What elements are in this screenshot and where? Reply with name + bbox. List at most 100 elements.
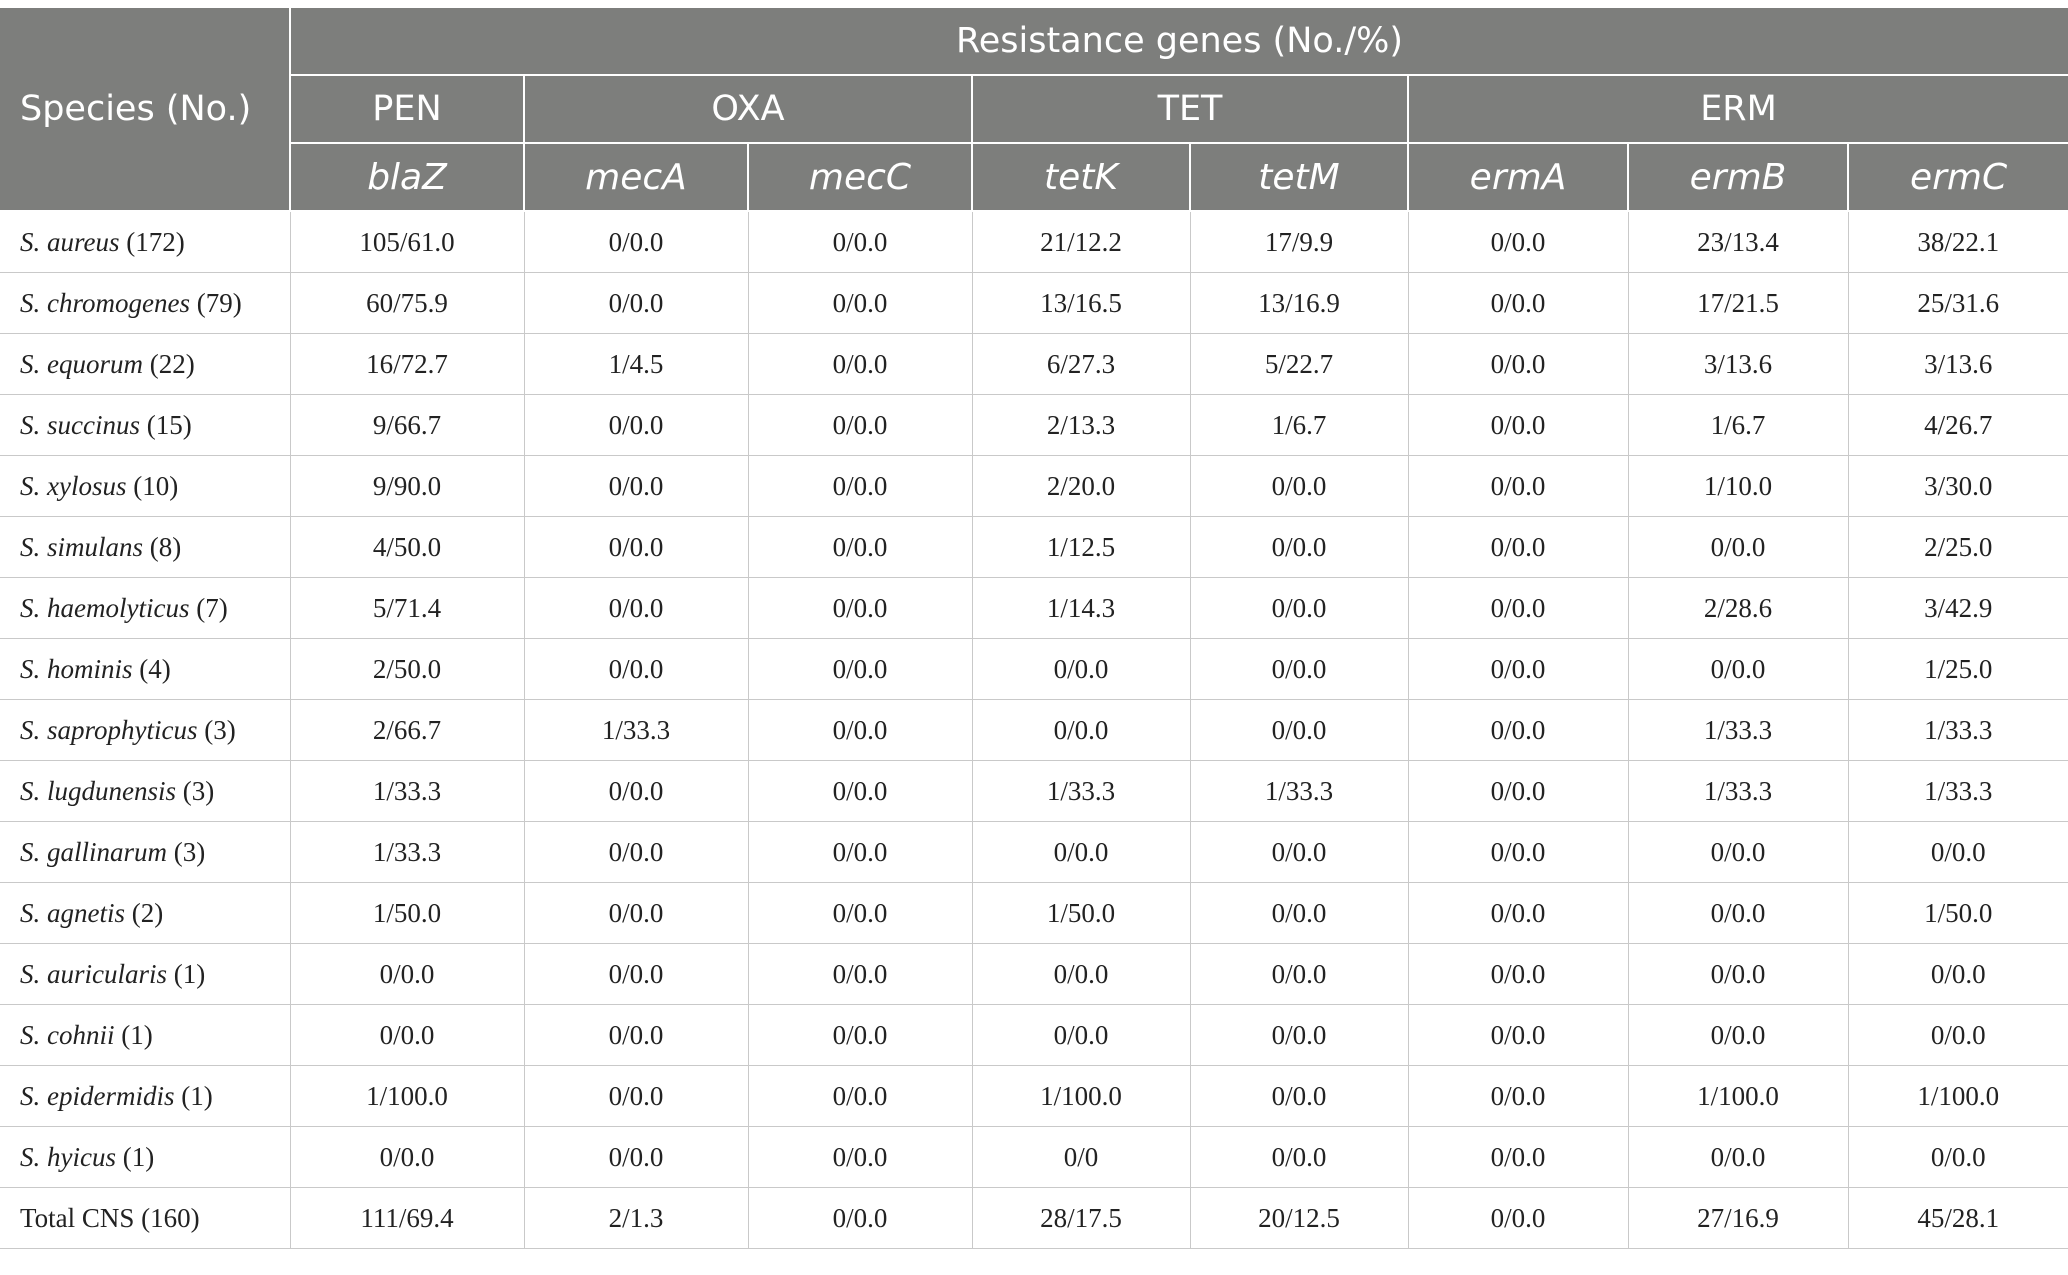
gene-value-cell: 0/0.0 <box>748 272 973 334</box>
gene-value-cell: 1/33.3 <box>972 760 1191 822</box>
gene-value-cell: 1/33.3 <box>1190 760 1409 822</box>
total-value-cell: 0/0.0 <box>748 1187 973 1249</box>
gene-value-cell: 0/0.0 <box>972 699 1191 761</box>
gene-value-cell: 3/13.6 <box>1628 333 1849 395</box>
gene-value-cell: 0/0.0 <box>1408 1004 1629 1066</box>
gene-value-cell: 0/0.0 <box>748 821 973 883</box>
gene-value-cell: 0/0.0 <box>524 272 749 334</box>
species-cell: S. saprophyticus (3) <box>0 699 291 761</box>
gene-value-cell: 1/50.0 <box>290 882 525 944</box>
gene-value-cell: 1/25.0 <box>1848 638 2068 700</box>
table-row: S. haemolyticus (7) 5/71.4 0/0.0 0/0.0 1/14.… <box>0 577 2068 639</box>
gene-value-cell: 0/0.0 <box>524 1004 749 1066</box>
gene-value-cell: 1/100.0 <box>972 1065 1191 1127</box>
gene-value-cell: 60/75.9 <box>290 272 525 334</box>
species-cell: S. auricularis (1) <box>0 943 291 1005</box>
gene-value-cell: 21/12.2 <box>972 211 1191 273</box>
gene-header: mecA <box>524 143 749 212</box>
gene-value-cell: 2/66.7 <box>290 699 525 761</box>
gene-value-cell: 1/6.7 <box>1628 394 1849 456</box>
gene-value-cell: 0/0.0 <box>1190 943 1409 1005</box>
gene-value-cell: 0/0.0 <box>1848 1126 2068 1188</box>
species-name: S. hominis <box>20 653 133 684</box>
gene-value-cell: 0/0.0 <box>1408 760 1629 822</box>
species-cell: S. equorum (22) <box>0 333 291 395</box>
gene-value-cell: 0/0.0 <box>524 821 749 883</box>
table-row: S. hominis (4) 2/50.0 0/0.0 0/0.0 0/0.0 0/0.0… <box>0 638 2068 700</box>
gene-value-cell: 5/22.7 <box>1190 333 1409 395</box>
species-column-header: Species (No.) <box>0 8 291 212</box>
gene-value-cell: 0/0.0 <box>1408 394 1629 456</box>
gene-value-cell: 1/33.3 <box>290 821 525 883</box>
species-cell: S. epidermidis (1) <box>0 1065 291 1127</box>
species-name: S. hyicus <box>20 1141 116 1172</box>
species-count: (3) <box>182 775 215 806</box>
gene-value-cell: 0/0.0 <box>1408 272 1629 334</box>
species-count: (1) <box>181 1080 213 1111</box>
gene-value-cell: 1/33.3 <box>1628 699 1849 761</box>
species-count: (172) <box>126 226 185 257</box>
gene-value-cell: 0/0.0 <box>1408 1126 1629 1188</box>
gene-value-cell: 1/4.5 <box>524 333 749 395</box>
species-name: S. epidermidis <box>20 1080 175 1111</box>
gene-value-cell: 0/0.0 <box>290 1126 525 1188</box>
gene-value-cell: 0/0.0 <box>1628 516 1849 578</box>
gene-value-cell: 0/0.0 <box>1408 943 1629 1005</box>
species-count: (3) <box>204 714 236 745</box>
gene-value-cell: 0/0.0 <box>1408 211 1629 273</box>
gene-value-cell: 6/27.3 <box>972 333 1191 395</box>
gene-value-cell: 4/50.0 <box>290 516 525 578</box>
species-cell: S. aureus (172) <box>0 211 291 273</box>
gene-value-cell: 0/0.0 <box>972 1004 1191 1066</box>
total-value-cell: 27/16.9 <box>1628 1187 1849 1249</box>
gene-value-cell: 25/31.6 <box>1848 272 2068 334</box>
table-row: S. equorum (22) 16/72.7 1/4.5 0/0.0 6/27.3 5/… <box>0 333 2068 395</box>
table-row: S. lugdunensis (3) 1/33.3 0/0.0 0/0.0 1/33.3… <box>0 760 2068 822</box>
gene-value-cell: 1/50.0 <box>1848 882 2068 944</box>
gene-header: tetM <box>1190 143 1409 212</box>
gene-value-cell: 0/0.0 <box>1190 1126 1409 1188</box>
gene-value-cell: 0/0.0 <box>748 1065 973 1127</box>
resistance-genes-table: Species (No.) Resistance genes (No./%) P… <box>0 8 2068 1249</box>
species-count: (79) <box>196 287 242 318</box>
gene-value-cell: 1/33.3 <box>1848 760 2068 822</box>
gene-value-cell: 0/0.0 <box>1408 1065 1629 1127</box>
gene-value-cell: 0/0.0 <box>748 882 973 944</box>
gene-value-cell: 16/72.7 <box>290 333 525 395</box>
gene-value-cell: 0/0.0 <box>1628 1126 1849 1188</box>
gene-value-cell: 2/25.0 <box>1848 516 2068 578</box>
gene-value-cell: 38/22.1 <box>1848 211 2068 273</box>
gene-value-cell: 0/0.0 <box>524 1065 749 1127</box>
table-row: S. xylosus (10) 9/90.0 0/0.0 0/0.0 2/20.0 0/0… <box>0 455 2068 517</box>
species-cell: S. hominis (4) <box>0 638 291 700</box>
gene-value-cell: 13/16.9 <box>1190 272 1409 334</box>
gene-value-cell: 1/100.0 <box>1848 1065 2068 1127</box>
antibiotic-header: OXA <box>524 75 973 144</box>
total-label: Total CNS (160) <box>0 1187 291 1249</box>
gene-value-cell: 2/20.0 <box>972 455 1191 517</box>
gene-header: ermA <box>1408 143 1629 212</box>
gene-value-cell: 1/33.3 <box>1628 760 1849 822</box>
gene-value-cell: 0/0.0 <box>748 455 973 517</box>
gene-value-cell: 0/0.0 <box>748 333 973 395</box>
gene-value-cell: 9/66.7 <box>290 394 525 456</box>
species-cell: S. cohnii (1) <box>0 1004 291 1066</box>
table-row: S. epidermidis (1) 1/100.0 0/0.0 0/0.0 1/100… <box>0 1065 2068 1127</box>
species-count: (1) <box>121 1019 153 1050</box>
gene-value-cell: 0/0.0 <box>524 760 749 822</box>
species-cell: S. gallinarum (3) <box>0 821 291 883</box>
gene-value-cell: 0/0.0 <box>524 455 749 517</box>
resistance-table-container: Species (No.) Resistance genes (No./%) P… <box>0 8 2068 1249</box>
gene-value-cell: 0/0.0 <box>748 1126 973 1188</box>
species-name: S. gallinarum <box>20 836 168 867</box>
species-name: S. aureus <box>20 226 120 257</box>
species-count: (15) <box>146 409 192 440</box>
species-cell: S. haemolyticus (7) <box>0 577 291 639</box>
gene-value-cell: 0/0.0 <box>524 638 749 700</box>
table-row: S. aureus (172) 105/61.0 0/0.0 0/0.0 21/12.2… <box>0 211 2068 273</box>
gene-value-cell: 9/90.0 <box>290 455 525 517</box>
antibiotic-header: PEN <box>290 75 525 144</box>
gene-value-cell: 0/0.0 <box>1408 333 1629 395</box>
gene-value-cell: 1/14.3 <box>972 577 1191 639</box>
gene-value-cell: 23/13.4 <box>1628 211 1849 273</box>
